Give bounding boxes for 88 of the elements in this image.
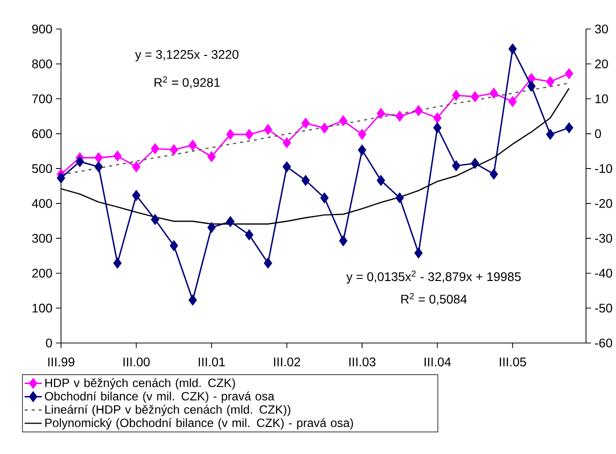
x-tick-label: III.05	[500, 358, 526, 366]
point	[452, 160, 460, 171]
point	[94, 152, 103, 163]
y2-tick-label: -10	[595, 164, 612, 173]
point	[188, 140, 197, 150]
point	[207, 151, 216, 162]
point	[358, 144, 366, 156]
legend-label: HDP v běžných cenách (mld. CZK)	[45, 378, 235, 390]
point	[339, 236, 348, 246]
point	[565, 68, 574, 79]
point	[151, 143, 160, 154]
y2-tick-label: 0	[595, 129, 601, 138]
y2-tick-label: -30	[595, 234, 612, 243]
point	[433, 122, 442, 133]
x-tick-label: III.99	[48, 358, 74, 366]
point	[414, 105, 423, 116]
point	[245, 230, 254, 240]
y2-tick-label: -20	[595, 199, 612, 208]
point	[282, 162, 291, 172]
point	[113, 150, 122, 162]
y-tick-label: 900	[32, 24, 52, 34]
point	[151, 214, 160, 225]
point	[282, 138, 291, 148]
point	[302, 118, 310, 128]
point	[188, 294, 197, 306]
point	[132, 162, 140, 172]
point	[358, 129, 366, 140]
annotation: y = 0,0135x$^{2}$ - 32,879x + 19985	[346, 270, 521, 284]
point	[56, 172, 66, 184]
y2-tick-label: -40	[595, 268, 612, 278]
y2-tick-label: -60	[595, 338, 612, 348]
point	[490, 168, 498, 180]
y-tick-label: 200	[32, 268, 52, 278]
annotation: y = 3,1225x - 3220	[135, 50, 238, 62]
point	[76, 156, 84, 167]
legend-label: Lineární (HDP v běžných cenách (mld. CZK))	[45, 404, 290, 416]
y-tick-label: 400	[32, 199, 52, 208]
point	[546, 76, 554, 87]
point	[170, 240, 178, 251]
point	[264, 258, 272, 268]
y2-tick-label: 30	[595, 24, 608, 34]
point	[226, 216, 234, 227]
point	[226, 129, 234, 140]
point	[302, 175, 310, 186]
point	[490, 88, 498, 98]
point	[264, 124, 272, 135]
y-tick-label: 300	[32, 234, 52, 243]
point	[546, 129, 554, 140]
y2-tick-label: 10	[595, 94, 608, 104]
point	[207, 222, 216, 233]
annotation: R$^{2}$ = 0,9281	[154, 76, 220, 88]
point	[113, 258, 122, 268]
point	[452, 90, 460, 100]
point	[396, 192, 404, 204]
point	[433, 112, 442, 124]
x-tick-label: III.01	[198, 358, 225, 366]
point	[245, 129, 254, 140]
y2-tick-label: -50	[595, 304, 612, 313]
x-tick-label: III.00	[124, 358, 150, 366]
point	[414, 248, 423, 258]
point	[508, 96, 517, 107]
annotation: R$^{2}$ = 0,5084	[401, 293, 467, 306]
y2-tick-label: 20	[595, 59, 608, 68]
y-tick-label: 500	[32, 164, 52, 173]
point	[565, 122, 574, 133]
point	[376, 175, 385, 186]
y-tick-label: 0	[46, 338, 52, 348]
point	[170, 144, 178, 155]
point	[396, 111, 404, 122]
point	[376, 108, 385, 119]
y-tick-label: 700	[32, 94, 52, 104]
y-tick-label: 800	[32, 59, 52, 68]
point	[94, 162, 103, 172]
x-tick-label: III.02	[274, 358, 300, 366]
point	[470, 91, 480, 102]
point	[527, 81, 536, 92]
y-tick-label: 100	[32, 304, 52, 313]
x-tick-label: III.03	[349, 358, 376, 366]
point	[508, 44, 517, 54]
point	[320, 122, 329, 134]
point	[470, 158, 480, 169]
y-tick-label: 600	[32, 129, 52, 138]
point	[339, 116, 348, 126]
legend-label: Obchodní bilance (v mil. CZK) - pravá osa	[44, 392, 274, 403]
point	[132, 190, 140, 201]
legend-label: Polynomický (Obchodní bilance (v mil. CZK) - pravá osa)	[45, 418, 353, 430]
x-tick-label: III.04	[424, 358, 451, 366]
point	[320, 192, 329, 204]
